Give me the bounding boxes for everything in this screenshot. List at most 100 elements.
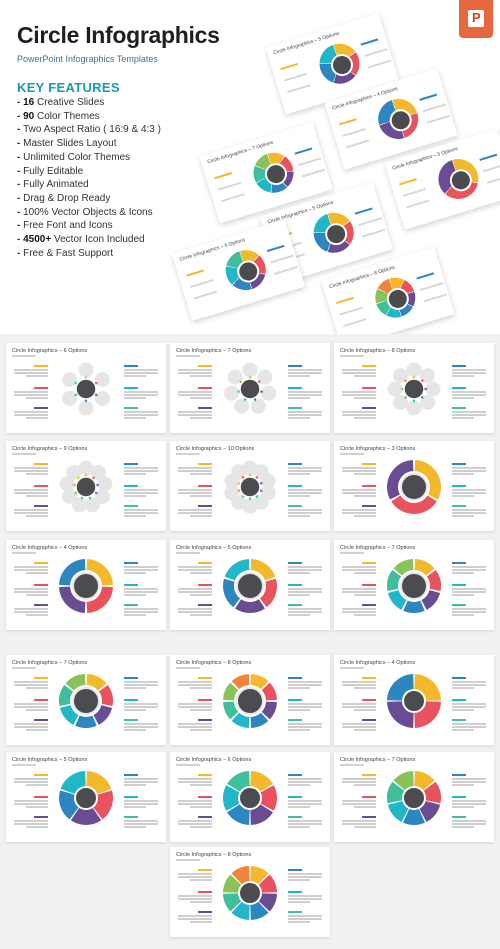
option-text-block: [342, 505, 376, 518]
slide-thumbnail: Circle Infographics – 6 Options: [170, 752, 330, 842]
text-placeholder: [406, 199, 430, 209]
slide-title: Circle Infographics – 6 Options: [176, 757, 252, 763]
option-text-block: [124, 699, 158, 712]
option-text-block: [14, 796, 48, 809]
option-text-block: [452, 677, 486, 690]
slide-subtitle-line: [12, 552, 36, 554]
option-text-block: [178, 699, 212, 712]
option-petal: [242, 362, 258, 378]
option-text-block: [14, 816, 48, 829]
ring-segment: [235, 599, 265, 613]
option-text-block: [288, 699, 322, 712]
text-placeholder: [343, 318, 367, 327]
slide-subtitle-line: [340, 667, 364, 669]
circle-infographic: [370, 272, 421, 323]
slide-subtitle-line: [176, 355, 200, 357]
slide-subtitle-line: [176, 764, 200, 766]
slide-thumbnail: Circle Infographics – 8 Options: [170, 847, 330, 937]
center-hub: [239, 476, 261, 498]
option-text-block: [178, 365, 212, 378]
text-placeholder: [283, 72, 308, 82]
circle-infographic: [387, 771, 441, 825]
key-feature-item: Free Font and Icons: [17, 219, 161, 233]
option-petal: [78, 400, 94, 416]
text-placeholder: [358, 217, 382, 227]
ring-segment: [393, 559, 414, 576]
option-text-block: [178, 677, 212, 690]
option-text-block: [342, 796, 376, 809]
text-placeholder: [294, 147, 313, 155]
option-text-block: [288, 719, 322, 732]
option-text-block: [178, 719, 212, 732]
slide-title: Circle Infographics – 5 Options: [176, 545, 252, 551]
circle-infographic: [223, 559, 277, 613]
text-placeholder: [214, 172, 233, 180]
option-text-block: [288, 387, 322, 400]
ring-segment: [86, 674, 107, 691]
text-placeholder: [426, 114, 450, 124]
option-text-block: [288, 485, 322, 498]
option-text-block: [288, 463, 322, 476]
ring-segment: [387, 570, 402, 591]
circle-infographic: [62, 362, 110, 416]
option-petal: [261, 385, 277, 401]
option-text-block: [14, 463, 48, 476]
option-text-block: [178, 604, 212, 617]
ring-segment: [250, 712, 269, 728]
option-petal: [62, 372, 78, 387]
option-text-block: [178, 584, 212, 597]
text-placeholder: [364, 48, 388, 58]
option-text-block: [288, 869, 322, 882]
option-text-block: [452, 365, 486, 378]
option-petal: [72, 497, 88, 513]
pie-segment: [403, 798, 425, 825]
slide-thumbnail: Circle Infographics – 8 Options: [170, 655, 330, 745]
center-hub: [403, 378, 425, 400]
slide-subtitle-line: [12, 355, 36, 357]
slide-thumbnail: Circle Infographics – 5 Options: [6, 752, 166, 842]
slide-gallery: [0, 334, 500, 949]
option-text-block: [342, 584, 376, 597]
text-placeholder: [301, 168, 326, 178]
slide-title: Circle Infographics – 7 Options: [340, 545, 416, 551]
option-text-block: [124, 365, 158, 378]
text-placeholder: [339, 306, 364, 316]
option-petal: [224, 485, 240, 501]
text-placeholder: [354, 207, 373, 215]
ring-segment: [414, 559, 435, 576]
option-text-block: [178, 562, 212, 575]
option-text-block: [452, 796, 486, 809]
text-placeholder: [186, 269, 205, 277]
center-hub: [402, 786, 426, 810]
text-placeholder: [338, 118, 357, 126]
slide-thumbnail: Circle Infographics – 7 Options: [334, 752, 494, 842]
circle-infographic: [59, 559, 113, 613]
ring-segment: [250, 674, 269, 690]
option-text-block: [342, 485, 376, 498]
center-hub: [236, 687, 264, 715]
option-text-block: [288, 407, 322, 420]
option-text-block: [452, 584, 486, 597]
circle-infographic: [59, 460, 113, 513]
ring-segment: [86, 586, 113, 613]
ring-segment: [93, 705, 113, 725]
ring-segment: [259, 578, 277, 608]
text-placeholder: [419, 282, 444, 291]
preview-slide-cluster: Circle Infographics – 5 Options Circle In…: [79, 0, 500, 334]
center-hub: [75, 476, 97, 498]
option-text-block: [124, 584, 158, 597]
powerpoint-letter: P: [472, 10, 481, 25]
slide-thumbnail: Circle Infographics – 4 Options: [334, 655, 494, 745]
option-petal: [257, 369, 273, 385]
option-text-block: [288, 796, 322, 809]
ring-segment: [250, 559, 276, 581]
option-text-block: [342, 387, 376, 400]
slide-title: Circle Infographics – 9 Options: [12, 446, 88, 452]
center-hub: [238, 881, 262, 905]
key-feature-item: Unlimited Color Themes: [17, 151, 161, 165]
option-text-block: [342, 677, 376, 690]
text-placeholder: [193, 290, 218, 300]
option-text-block: [124, 719, 158, 732]
ring-segment: [223, 578, 241, 608]
option-text-block: [124, 677, 158, 690]
